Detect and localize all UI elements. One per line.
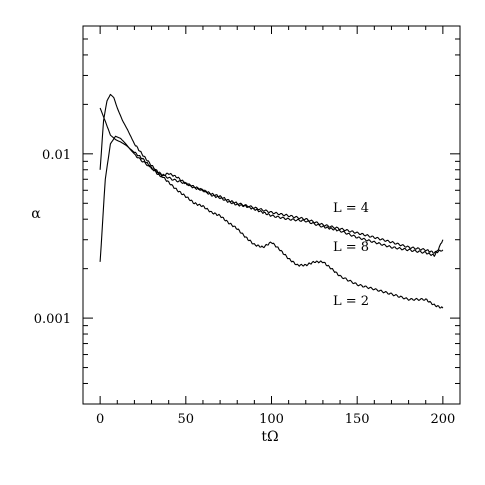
x-tick-label: 100 — [259, 412, 284, 427]
data-curves — [99, 93, 444, 309]
series-line-l2 — [99, 93, 444, 309]
y-axis-label: α — [31, 206, 41, 222]
x-tick-label: 150 — [345, 412, 370, 427]
axis-ticks — [83, 25, 461, 405]
x-tick-label: 200 — [430, 412, 455, 427]
plot-frame — [82, 25, 461, 405]
series-label: L = 8 — [333, 240, 369, 255]
series-labels: L = 4 L = 8 L = 2 — [333, 201, 369, 309]
series-line-l8 — [99, 107, 444, 257]
series-label: L = 4 — [333, 201, 369, 216]
y-tick-label: 0.01 — [42, 148, 71, 163]
x-axis-label: tΩ — [261, 429, 278, 445]
x-tick-label: 0 — [96, 412, 104, 427]
axis-tick-labels: 0 50 100 150 200 0.01 0.001 — [34, 148, 455, 427]
x-tick-label: 50 — [178, 412, 195, 427]
y-tick-label: 0.001 — [34, 312, 71, 327]
series-label: L = 2 — [333, 294, 369, 309]
